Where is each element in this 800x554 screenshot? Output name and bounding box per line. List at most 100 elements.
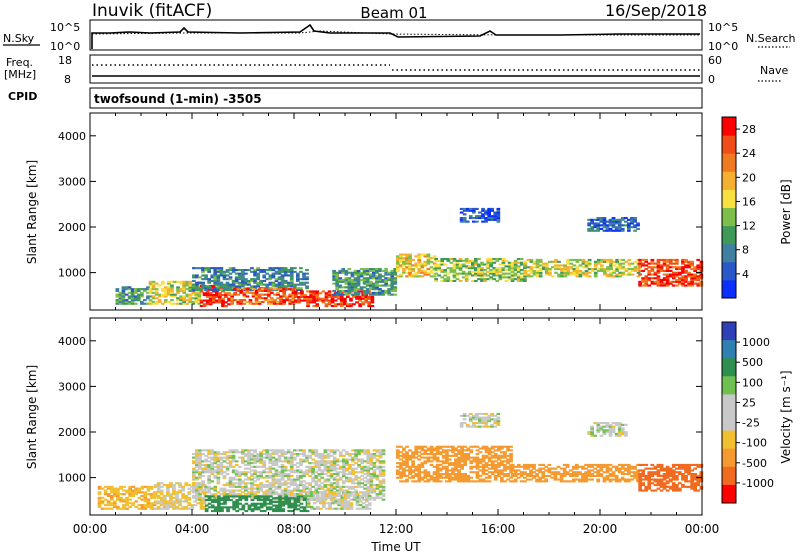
data-cell [268,278,273,281]
data-cell [656,471,661,474]
data-cell [233,288,237,291]
data-cell [335,458,340,461]
data-cell [375,478,380,481]
data-cell [241,449,245,452]
data-cell [599,227,604,230]
data-cell [477,269,481,272]
data-cell [308,449,312,452]
data-cell [296,283,300,286]
data-cell [331,502,335,505]
data-cell [690,275,694,278]
data-cell [529,469,533,472]
data-cell [133,289,138,292]
data-cell [237,474,242,477]
data-cell [462,414,467,417]
data-cell [435,463,440,466]
data-cell [399,258,403,261]
data-cell [372,463,377,466]
data-cell [557,273,561,276]
data-cell [475,458,480,461]
data-cell [452,265,457,268]
data-cell [420,453,425,456]
colorbar-tick-label: 24 [742,147,756,160]
data-cell [509,449,513,452]
data-cell [231,285,236,288]
data-cell [641,262,645,265]
data-cell [116,491,120,494]
data-cell [228,456,233,459]
data-cell [178,504,182,507]
data-cell [176,288,180,291]
data-cell [641,279,645,282]
data-cell [459,217,464,220]
data-cell [367,297,372,300]
data-cell [653,280,658,283]
data-cell [556,471,561,474]
data-cell [225,465,230,468]
data-cell [329,469,334,472]
data-cell [687,271,691,274]
data-cell [627,467,631,470]
data-cell [315,305,320,308]
data-cell [323,449,328,452]
data-cell [647,277,652,280]
data-cell [656,275,661,278]
data-cell [338,286,343,289]
data-cell [220,510,224,513]
data-cell [235,506,240,509]
data-cell [325,502,329,505]
data-cell [486,259,490,262]
data-cell [408,458,412,461]
data-cell [468,412,473,415]
data-cell [393,268,398,271]
data-cell [608,478,613,481]
data-cell [188,299,193,302]
data-cell [378,280,382,283]
data-cell [478,425,482,428]
data-cell [593,260,598,263]
data-cell [357,451,361,454]
data-cell [192,467,196,470]
data-cell [390,280,395,283]
data-cell [678,277,682,280]
data-cell [100,507,105,510]
data-cell [638,264,642,267]
data-cell [324,292,329,295]
data-cell [199,305,204,308]
data-cell [176,302,180,305]
data-cell [320,485,325,488]
data-cell [256,474,260,477]
data-cell [211,294,216,297]
data-cell [262,269,267,272]
data-cell [282,289,286,292]
data-cell [650,260,655,263]
data-cell [493,213,498,216]
data-cell [351,449,355,452]
data-cell [330,297,335,300]
data-cell [668,260,673,263]
data-cell [457,460,461,463]
data-cell [378,273,382,276]
data-cell [312,493,317,496]
data-cell [182,291,186,294]
data-cell [699,266,704,269]
data-cell [448,478,452,481]
data-cell [452,276,457,279]
data-cell [336,303,341,306]
data-cell [350,284,355,287]
data-cell [346,295,350,298]
data-cell [195,471,199,474]
data-cell [423,453,428,456]
data-cell [668,269,673,272]
data-cell [241,491,245,494]
data-cell [296,454,300,457]
data-cell [289,498,294,501]
data-cell [231,267,236,270]
data-cell [320,473,325,476]
data-cell [630,262,635,265]
data-cell [247,458,251,461]
data-cell [179,299,183,302]
data-cell [414,465,419,468]
data-cell [170,299,174,302]
data-cell [325,494,329,497]
